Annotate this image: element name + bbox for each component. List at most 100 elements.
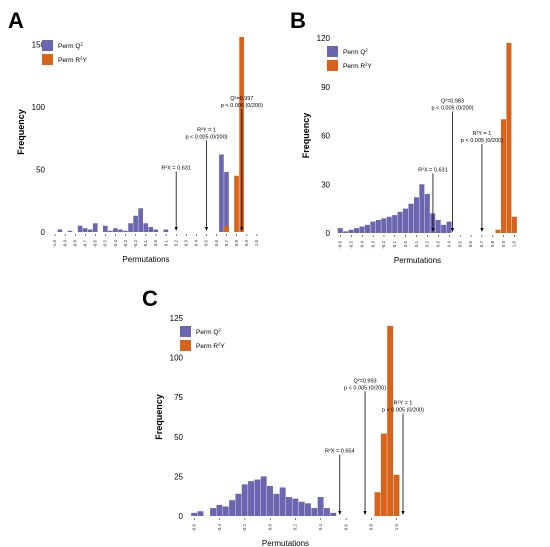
bar-q2 (375, 220, 381, 233)
y-tick-label: 0 (179, 512, 184, 521)
bar-q2 (216, 504, 223, 516)
annotation-text: R²X = 0.631 (418, 167, 448, 173)
x-tick-label: 0.7 (224, 240, 229, 247)
x-tick-label: 0.1 (414, 241, 419, 248)
panel-label-b: B (290, 8, 306, 33)
bar-r2y (495, 229, 501, 233)
x-axis-label: Permutations (262, 539, 309, 547)
bar-q2 (446, 221, 452, 233)
annotation-arrow-head (240, 227, 244, 231)
x-tick-label: -0.7 (83, 240, 88, 248)
bar-q2 (403, 208, 409, 233)
x-tick-label: 0.3 (183, 240, 188, 247)
x-tick-label: 0.4 (194, 240, 199, 247)
y-tick-label: 50 (36, 166, 45, 175)
annotation-text: p < 0.005 (0/200) (344, 385, 386, 391)
x-tick-label: 0.4 (446, 241, 451, 248)
bar-q2 (77, 225, 83, 232)
y-axis-label: Frequency (16, 109, 26, 155)
x-tick-label: -0.1 (143, 240, 148, 248)
y-tick-label: 150 (32, 41, 46, 50)
annotation-arrow-head (204, 227, 209, 231)
bar-q2 (370, 221, 376, 233)
bar-q2 (123, 230, 128, 232)
x-axis-label: Permutations (122, 255, 169, 264)
annotation-text: p < 0.005 (0/200) (461, 138, 503, 144)
bar-q2 (229, 500, 236, 516)
x-tick-label: -0.2 (133, 240, 138, 248)
bar-q2 (323, 508, 330, 516)
bar-q2 (118, 229, 123, 232)
x-tick-label: -0.9 (62, 240, 67, 248)
x-tick-label: 0.0 (403, 241, 408, 248)
bar-q2 (197, 511, 204, 516)
annotation-text: R²Y = 1 (394, 400, 413, 406)
x-tick-label: -0.4 (113, 240, 118, 248)
bar-q2 (153, 229, 159, 232)
bar-q2 (224, 172, 229, 232)
bar-q2 (279, 487, 286, 516)
annotation-arrow-head (480, 228, 484, 232)
y-tick-label: 90 (321, 83, 330, 92)
legend-label-r2y: Perm R2Y (58, 56, 88, 65)
bar-q2 (219, 154, 224, 232)
x-tick-label: 0.6 (214, 240, 219, 247)
panel-label-a: A (8, 8, 24, 33)
x-tick-label: 0.2 (293, 524, 298, 531)
bar-q2 (435, 220, 441, 233)
bar-q2 (337, 228, 343, 233)
bar-q2 (311, 508, 318, 516)
bar-q2 (354, 228, 360, 233)
x-tick-label: -0.2 (381, 241, 386, 249)
x-axis-label: Permutations (394, 256, 441, 265)
x-tick-label: 0.2 (173, 240, 178, 247)
x-tick-label: 1.0 (512, 241, 517, 248)
x-tick-label: -0.5 (349, 241, 354, 249)
annotation-text: R²Y = 1 (197, 127, 216, 133)
bar-q2 (254, 479, 261, 516)
bar-r2y (393, 474, 400, 516)
annotation-arrow-head (431, 228, 435, 232)
annotation-text: p < 0.005 (0/200) (432, 106, 474, 112)
bar-r2y (387, 325, 394, 516)
x-tick-label: 0.1 (163, 240, 168, 247)
annotation-arrow-head (450, 228, 455, 232)
bar-q2 (108, 230, 113, 232)
bar-q2 (364, 224, 370, 233)
x-tick-label: 0.0 (267, 524, 272, 531)
annotation-arrow-head (363, 511, 367, 515)
bar-q2 (419, 184, 425, 233)
legend-swatch-q2 (42, 40, 53, 51)
x-tick-label: -0.8 (72, 240, 77, 248)
bar-r2y (511, 216, 517, 233)
x-tick-label: -0.3 (123, 240, 128, 248)
x-tick-label: -1.0 (52, 240, 57, 248)
x-tick-label: 1.0 (254, 240, 259, 247)
bar-q2 (87, 229, 93, 232)
y-tick-label: 25 (174, 472, 183, 481)
bar-q2 (241, 484, 248, 516)
bar-q2 (381, 218, 387, 233)
bar-q2 (386, 216, 392, 233)
x-tick-label: 0.5 (204, 240, 209, 247)
x-tick-label: 0.2 (425, 241, 430, 248)
y-tick-label: 0 (41, 228, 46, 237)
legend-label-q2: Perm Q2 (58, 42, 83, 51)
bar-q2 (304, 503, 311, 516)
y-tick-label: 0 (326, 229, 331, 238)
bar-q2 (113, 228, 118, 232)
bar-q2 (133, 215, 138, 232)
legend-swatch-r2y (42, 54, 53, 65)
x-tick-label: 0.6 (343, 524, 348, 531)
bar-q2 (330, 512, 337, 516)
annotation-arrow-head (401, 511, 405, 515)
bar-q2 (92, 223, 98, 232)
x-tick-label: 0.8 (490, 241, 495, 248)
bar-q2 (103, 225, 108, 232)
x-tick-label: 0.9 (501, 241, 506, 248)
x-tick-label: -0.6 (192, 524, 197, 532)
bar-q2 (413, 197, 419, 233)
bar-r2y (506, 42, 512, 233)
